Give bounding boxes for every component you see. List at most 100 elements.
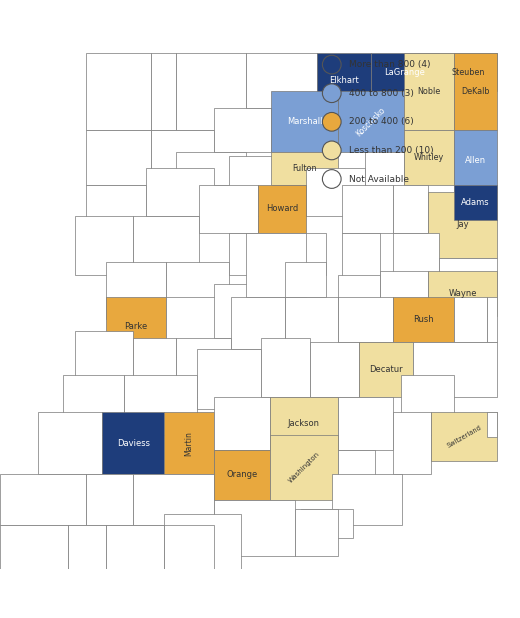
Text: Noble: Noble	[417, 87, 440, 96]
Text: LaGrange: LaGrange	[384, 67, 425, 77]
Text: Whitley: Whitley	[414, 153, 444, 162]
Bar	[371, 53, 438, 91]
Bar	[245, 53, 317, 108]
Circle shape	[322, 84, 341, 103]
Bar	[245, 232, 306, 297]
Bar	[453, 53, 498, 130]
Bar	[431, 412, 498, 461]
Bar	[487, 297, 498, 342]
Bar	[37, 412, 102, 474]
Text: Elkhart: Elkhart	[329, 76, 358, 85]
Bar	[86, 185, 146, 232]
Text: Less than 200 (10): Less than 200 (10)	[349, 146, 434, 155]
Bar	[438, 258, 498, 297]
Bar	[404, 130, 453, 185]
Bar	[198, 349, 261, 408]
Bar	[230, 297, 285, 349]
Bar	[86, 474, 133, 525]
Bar	[214, 500, 295, 556]
Circle shape	[322, 169, 341, 188]
Bar	[106, 262, 166, 319]
Bar	[404, 53, 453, 130]
Text: Wayne: Wayne	[448, 289, 477, 298]
Bar	[453, 130, 498, 192]
Bar	[214, 284, 285, 338]
Text: Parke: Parke	[124, 323, 147, 331]
Bar	[133, 216, 199, 275]
Text: More than 800 (4): More than 800 (4)	[349, 60, 431, 69]
Bar	[214, 397, 270, 449]
Bar	[337, 275, 380, 319]
Bar	[394, 412, 431, 474]
Bar	[365, 151, 404, 199]
Bar	[428, 192, 498, 258]
Bar	[166, 297, 229, 357]
Text: Martin: Martin	[185, 431, 193, 455]
Bar	[310, 342, 359, 397]
Bar	[106, 525, 164, 569]
Bar	[332, 474, 402, 525]
Bar	[394, 297, 453, 342]
Bar	[285, 297, 337, 349]
Bar	[176, 53, 245, 130]
Text: Washington: Washington	[287, 451, 320, 485]
Bar	[401, 375, 453, 436]
Bar	[229, 232, 285, 275]
Bar	[295, 509, 337, 556]
Bar	[146, 169, 214, 216]
Bar	[0, 474, 86, 525]
Bar	[133, 474, 214, 525]
Text: Marshall: Marshall	[287, 117, 322, 126]
Bar	[176, 338, 230, 397]
Text: Rush: Rush	[413, 315, 434, 324]
Bar	[166, 262, 229, 319]
Bar	[453, 297, 487, 342]
Bar	[164, 412, 214, 474]
Bar	[151, 53, 176, 130]
Circle shape	[322, 55, 341, 74]
Bar	[413, 342, 498, 397]
Bar	[258, 185, 306, 232]
Bar	[342, 185, 394, 232]
Circle shape	[322, 112, 341, 131]
Bar	[337, 449, 375, 500]
Bar	[86, 130, 151, 185]
Bar	[106, 297, 166, 357]
Bar	[75, 331, 133, 397]
Text: 400 to 800 (3): 400 to 800 (3)	[349, 89, 414, 98]
Bar	[394, 185, 428, 232]
Text: Jackson: Jackson	[288, 419, 320, 428]
Bar	[75, 216, 133, 275]
Bar	[438, 53, 498, 91]
Bar	[302, 509, 353, 538]
Bar	[86, 53, 151, 130]
Bar	[0, 525, 68, 569]
Bar	[133, 338, 176, 397]
Text: Allen: Allen	[465, 156, 486, 165]
Bar	[285, 262, 326, 297]
Bar	[270, 436, 337, 500]
Text: 200 to 400 (6): 200 to 400 (6)	[349, 117, 414, 126]
Bar	[199, 185, 258, 232]
Circle shape	[322, 141, 341, 160]
Bar	[487, 412, 498, 437]
Text: Daviess: Daviess	[117, 439, 150, 447]
Bar	[214, 449, 270, 500]
Bar	[176, 151, 245, 185]
Text: Decatur: Decatur	[369, 365, 402, 374]
Bar	[271, 91, 337, 151]
Bar	[342, 232, 380, 297]
Bar	[306, 169, 365, 216]
Bar	[285, 232, 326, 275]
Bar	[337, 297, 394, 342]
Bar	[63, 375, 124, 436]
Bar	[453, 185, 498, 220]
Text: Howard: Howard	[266, 205, 298, 213]
Bar	[394, 232, 438, 297]
Text: Kosciusko: Kosciusko	[355, 105, 387, 138]
Text: Not Available: Not Available	[349, 174, 409, 184]
Bar	[164, 525, 214, 569]
Bar	[337, 91, 404, 151]
Bar	[214, 108, 271, 151]
Text: Orange: Orange	[226, 470, 257, 479]
